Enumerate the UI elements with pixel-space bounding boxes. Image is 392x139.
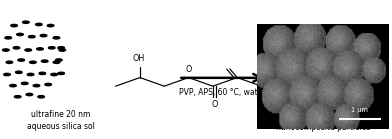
Circle shape (39, 72, 45, 75)
Circle shape (25, 49, 31, 51)
Circle shape (36, 23, 42, 26)
Text: 1 μm: 1 μm (351, 107, 368, 113)
Circle shape (13, 47, 20, 49)
Circle shape (26, 93, 33, 96)
Text: ultrafine 20 nm
aqueous silica sol: ultrafine 20 nm aqueous silica sol (27, 110, 95, 131)
Circle shape (33, 85, 40, 87)
Circle shape (11, 24, 17, 27)
Circle shape (29, 36, 35, 38)
Circle shape (53, 61, 60, 63)
Circle shape (4, 73, 10, 76)
Circle shape (37, 48, 43, 50)
Text: PHPMA/silica
nanocomposite particles: PHPMA/silica nanocomposite particles (276, 111, 370, 132)
Circle shape (45, 83, 51, 86)
Circle shape (38, 96, 44, 98)
Circle shape (3, 49, 9, 51)
Circle shape (18, 59, 24, 61)
Circle shape (40, 34, 47, 37)
Circle shape (27, 73, 34, 76)
Circle shape (49, 47, 55, 49)
Circle shape (56, 59, 62, 61)
Text: HPMA: HPMA (274, 73, 299, 82)
Text: O: O (185, 65, 192, 74)
Circle shape (10, 85, 16, 87)
Circle shape (51, 73, 57, 76)
Circle shape (47, 24, 54, 27)
Circle shape (22, 82, 28, 85)
Circle shape (53, 37, 60, 39)
Circle shape (6, 61, 13, 63)
Circle shape (16, 71, 22, 73)
Circle shape (17, 33, 23, 36)
Circle shape (5, 37, 11, 39)
Text: PVP, APS, 60 °C, water: PVP, APS, 60 °C, water (179, 88, 266, 97)
Text: OH: OH (132, 54, 145, 63)
Circle shape (58, 72, 64, 75)
Circle shape (30, 61, 36, 63)
Circle shape (23, 21, 29, 23)
Circle shape (15, 96, 21, 98)
Text: O: O (212, 100, 218, 109)
Circle shape (59, 49, 65, 51)
Circle shape (42, 60, 48, 62)
Circle shape (58, 47, 64, 49)
